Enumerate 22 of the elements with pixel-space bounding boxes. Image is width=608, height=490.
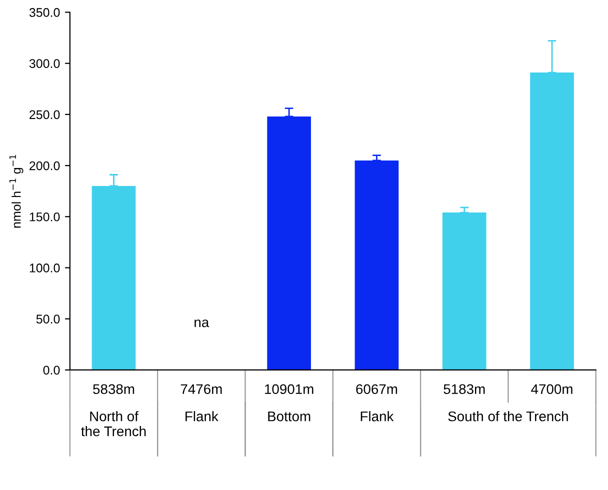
x-tick-label: 6067m [356,384,398,394]
x-tick-label: 4700m [531,384,572,394]
y-tick-label: 250.0 [30,110,60,120]
y-tick-label: 150.0 [30,212,60,222]
text: South of the Trench [448,411,568,422]
y-tick-label: 0.0 [43,366,60,375]
y-tick-label: 350.0 [29,8,60,17]
bar [354,160,399,370]
y-axis-title: nmol h$^{−1}$ g$^{−1}$ [9,154,24,228]
x-tick-label: 7476m [180,384,222,394]
x-tick-label: 5838m [93,384,134,394]
text: Flank [186,411,218,422]
y-tick-label: 100.0 [30,264,60,272]
y-tick-label: 50.0 [36,314,60,324]
text: North of the Trench [81,411,146,436]
text: Bottom [268,412,310,422]
annotation: na [194,320,210,328]
text: Flank [360,411,394,422]
y-tick-label: 200.0 [30,161,60,170]
x-tick-label: 10901m [265,384,314,394]
x-tick-label: 5183m [444,384,485,394]
y-tick-label: 300.0 [29,59,60,68]
